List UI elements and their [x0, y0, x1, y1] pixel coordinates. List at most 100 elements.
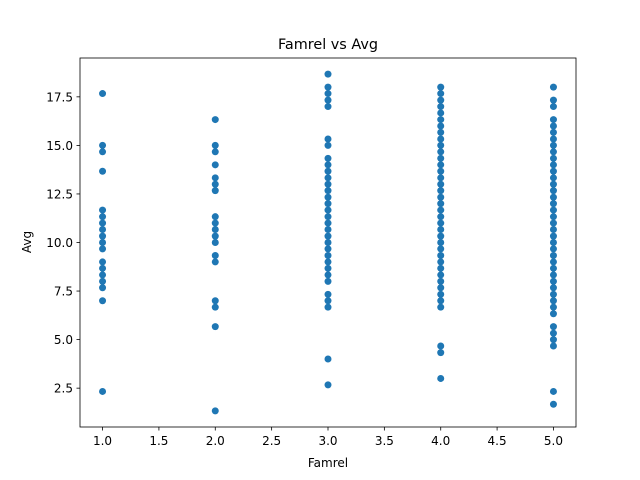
x-axis-label: Famrel [308, 456, 348, 470]
data-point [437, 148, 445, 156]
data-point [437, 284, 445, 292]
data-point [211, 239, 219, 246]
data-point [324, 187, 332, 195]
data-point [437, 297, 445, 305]
data-point [324, 167, 332, 175]
x-tick-label: 1.5 [149, 434, 168, 448]
data-point [437, 264, 445, 272]
data-point [437, 200, 445, 208]
data-point [549, 400, 557, 408]
data-point [99, 264, 107, 272]
data-point [549, 245, 557, 253]
data-point [437, 213, 445, 221]
data-point [437, 122, 445, 130]
data-point [324, 277, 332, 285]
y-tick-label: 5.0 [54, 333, 73, 347]
data-point [437, 349, 445, 357]
data-point [549, 122, 557, 130]
data-point [437, 232, 445, 240]
data-point [324, 154, 332, 162]
data-point [549, 180, 557, 188]
data-point [549, 290, 557, 298]
data-point [437, 174, 445, 182]
data-point [211, 161, 219, 169]
data-point [549, 232, 557, 240]
data-point [99, 239, 107, 246]
data-point [211, 180, 219, 188]
data-point [437, 90, 445, 98]
data-point [549, 161, 557, 169]
data-point [549, 154, 557, 162]
data-point [211, 213, 219, 221]
data-point [324, 219, 332, 227]
data-point [437, 141, 445, 149]
y-axis-label: Avg [20, 231, 34, 253]
data-point [437, 103, 445, 111]
data-point [99, 245, 107, 253]
data-points [99, 70, 557, 415]
y-tick-label: 17.5 [46, 90, 73, 104]
data-point [549, 103, 557, 111]
data-point [324, 141, 332, 149]
data-point [549, 277, 557, 285]
data-point [549, 303, 557, 311]
data-point [99, 271, 107, 279]
data-point [437, 206, 445, 214]
data-point [549, 116, 557, 124]
data-point [549, 128, 557, 136]
data-point [99, 141, 107, 149]
data-point [437, 258, 445, 266]
chart-title: Famrel vs Avg [278, 37, 378, 53]
data-point [437, 219, 445, 227]
y-axis-ticks: 2.5 5.0 7.5 10.0 12.5 15.0 17.5 [46, 90, 80, 396]
data-point [99, 232, 107, 240]
data-point [99, 219, 107, 227]
data-point [211, 116, 219, 124]
data-point [324, 70, 332, 78]
y-tick-label: 10.0 [46, 236, 73, 250]
data-point [324, 258, 332, 266]
data-point [549, 323, 557, 331]
data-point [324, 213, 332, 221]
data-point [324, 90, 332, 98]
data-point [211, 225, 219, 233]
data-point [437, 225, 445, 233]
data-point [324, 232, 332, 240]
data-point [549, 284, 557, 292]
data-point [324, 264, 332, 272]
data-point [437, 342, 445, 350]
data-point [549, 271, 557, 279]
x-tick-label: 5.0 [544, 434, 563, 448]
data-point [324, 290, 332, 298]
x-tick-label: 1.0 [93, 434, 112, 448]
data-point [437, 109, 445, 117]
data-point [549, 297, 557, 305]
data-point [549, 213, 557, 221]
data-point [437, 154, 445, 162]
data-point [549, 193, 557, 201]
data-point [549, 167, 557, 175]
data-point [437, 245, 445, 253]
data-point [99, 148, 107, 156]
data-point [99, 225, 107, 233]
data-point [99, 387, 107, 395]
data-point [437, 271, 445, 279]
data-point [211, 219, 219, 227]
data-point [549, 174, 557, 182]
data-point [437, 374, 445, 382]
data-point [99, 297, 107, 305]
data-point [549, 187, 557, 195]
data-point [437, 83, 445, 91]
data-point [324, 303, 332, 311]
data-point [549, 225, 557, 233]
data-point [549, 239, 557, 246]
y-tick-label: 7.5 [54, 285, 73, 299]
data-point [99, 167, 107, 175]
data-point [549, 96, 557, 104]
data-point [549, 310, 557, 318]
data-point [549, 387, 557, 395]
data-point [211, 148, 219, 156]
data-point [437, 161, 445, 169]
data-point [549, 141, 557, 149]
